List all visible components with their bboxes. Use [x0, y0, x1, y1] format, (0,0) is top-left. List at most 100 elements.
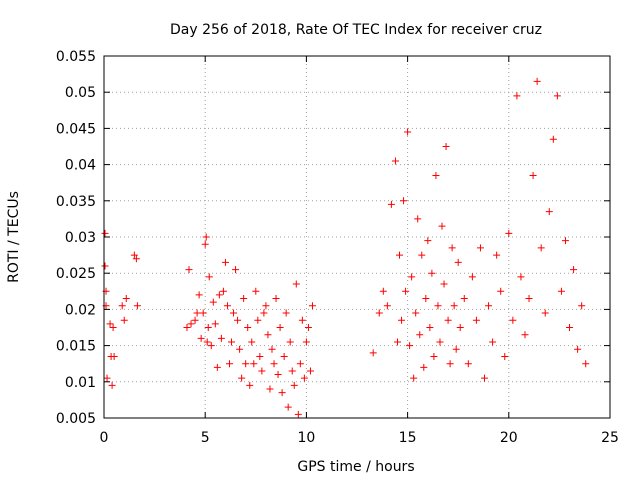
data-point	[452, 345, 460, 353]
data-point	[205, 273, 213, 281]
data-point	[132, 255, 140, 263]
data-point	[509, 316, 517, 324]
data-point	[193, 309, 201, 317]
axis-ticks	[103, 55, 611, 419]
data-point	[533, 77, 541, 85]
data-point	[266, 385, 274, 393]
data-point	[274, 371, 282, 379]
data-point	[183, 324, 191, 331]
data-point	[424, 237, 432, 245]
data-point	[286, 338, 294, 346]
data-point	[191, 316, 199, 324]
data-point	[248, 338, 256, 346]
data-point	[211, 320, 219, 328]
data-point	[501, 352, 509, 360]
data-point	[244, 324, 252, 331]
data-point	[476, 244, 484, 252]
data-point	[448, 244, 456, 252]
data-point	[217, 334, 225, 342]
data-point	[383, 302, 391, 310]
data-point	[185, 266, 193, 274]
data-point	[298, 316, 306, 324]
data-point	[232, 266, 240, 274]
grid-lines	[104, 56, 610, 418]
y-tick-label: 0.055	[56, 49, 96, 65]
data-point	[430, 352, 438, 360]
data-point	[454, 258, 462, 266]
data-point	[306, 367, 314, 375]
data-point	[130, 251, 138, 259]
data-point	[109, 324, 117, 331]
data-point	[195, 291, 203, 299]
data-point	[204, 324, 212, 331]
data-point	[280, 352, 288, 360]
data-point	[219, 287, 227, 295]
data-point	[304, 324, 312, 331]
data-point	[202, 233, 210, 241]
x-tick-label: 0	[100, 430, 109, 446]
x-tick-label: 25	[601, 430, 619, 446]
y-tick-label: 0.03	[65, 230, 96, 246]
data-point	[296, 360, 304, 368]
data-point	[529, 171, 537, 179]
data-point	[505, 229, 513, 237]
data-point	[133, 302, 141, 310]
data-point	[278, 389, 286, 397]
data-point	[199, 309, 207, 317]
data-point	[402, 287, 410, 295]
tick-labels: 0 5 10 15 20 25 0.005 0.01 0.015 0.02 0.025 0.03 0.0…	[56, 49, 619, 446]
data-point	[398, 316, 406, 324]
data-point	[410, 374, 418, 382]
data-point	[230, 309, 238, 317]
data-point	[308, 302, 316, 310]
data-point	[288, 367, 296, 375]
data-point	[393, 338, 401, 346]
data-point	[537, 244, 545, 252]
data-point	[513, 92, 521, 100]
data-point	[240, 295, 248, 303]
data-point	[260, 309, 268, 317]
y-tick-label: 0.015	[56, 339, 96, 355]
chart-title: Day 256 of 2018, Rate Of TEC Index for r…	[170, 22, 542, 38]
data-point	[549, 135, 557, 143]
data-point	[122, 295, 130, 303]
data-point	[396, 251, 404, 259]
data-point	[574, 345, 582, 353]
data-point	[446, 360, 454, 368]
data-point	[566, 324, 574, 331]
data-point	[108, 381, 116, 389]
data-point	[292, 280, 300, 288]
data-point	[207, 342, 215, 350]
data-point	[400, 197, 408, 205]
y-tick-label: 0.02	[65, 302, 96, 318]
x-tick-label: 5	[201, 430, 210, 446]
data-point	[521, 331, 529, 339]
data-point	[436, 338, 444, 346]
data-point	[221, 258, 229, 266]
data-point	[223, 302, 231, 310]
data-point	[197, 334, 205, 342]
data-point	[422, 295, 430, 303]
data-point	[444, 316, 452, 324]
y-tick-label: 0.025	[56, 266, 96, 282]
data-point	[272, 295, 280, 303]
data-points	[101, 77, 590, 418]
data-point	[209, 298, 217, 306]
data-point	[264, 331, 272, 339]
data-point	[570, 266, 578, 274]
data-point	[300, 374, 308, 382]
data-point	[440, 280, 448, 288]
data-point	[379, 287, 387, 295]
data-point	[420, 363, 428, 371]
data-point	[256, 352, 264, 360]
data-point	[258, 367, 266, 375]
data-point	[282, 309, 290, 317]
data-point	[228, 338, 236, 346]
data-point	[406, 342, 414, 350]
data-point	[481, 374, 489, 382]
data-point	[203, 338, 211, 346]
y-tick-label: 0.05	[65, 85, 96, 101]
data-point	[234, 316, 242, 324]
data-point	[101, 262, 109, 270]
